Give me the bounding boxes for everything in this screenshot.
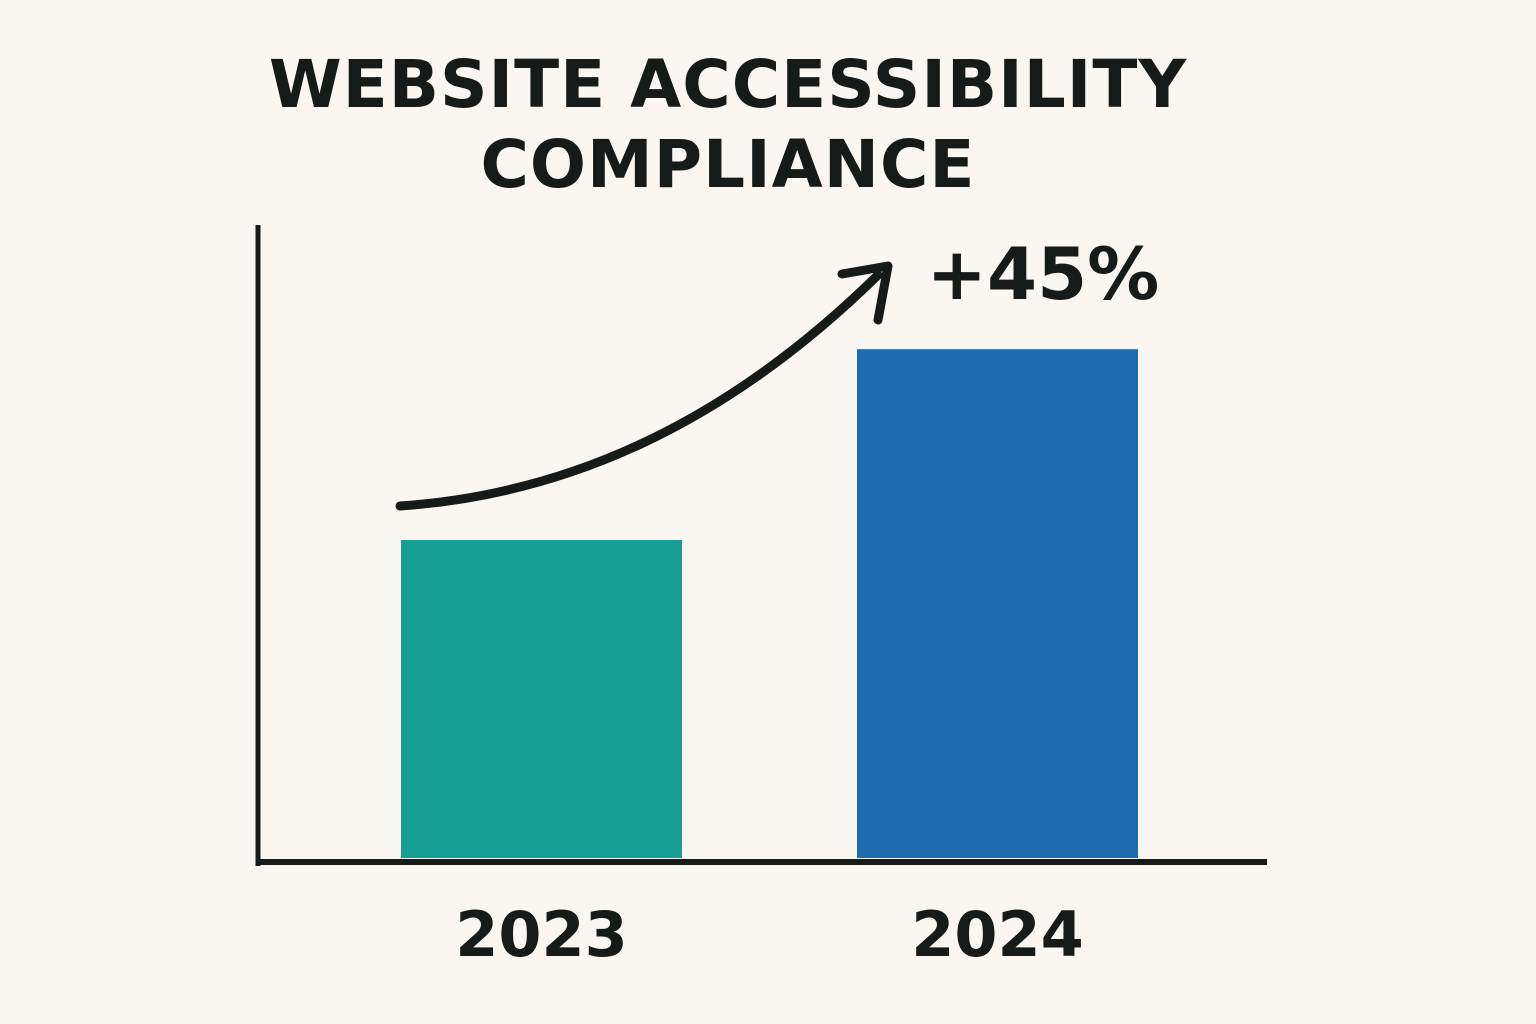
- bar-2023: [401, 540, 682, 858]
- growth-annotation: +45%: [927, 232, 1160, 316]
- growth-arrowhead: [837, 261, 893, 325]
- chart-title-line-1: WEBSITE ACCESSIBILITY: [268, 46, 1188, 123]
- x-tick-label-2024: 2024: [911, 898, 1084, 971]
- chart-title-line-2: COMPLIANCE: [480, 126, 976, 203]
- x-tick-label-2023: 2023: [455, 898, 628, 971]
- growth-arrow: [395, 270, 883, 511]
- bar-2024: [857, 349, 1138, 858]
